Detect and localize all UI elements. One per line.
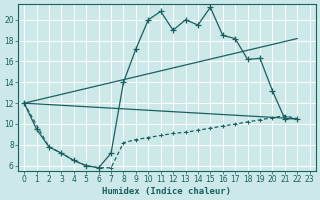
X-axis label: Humidex (Indice chaleur): Humidex (Indice chaleur) [102,187,231,196]
